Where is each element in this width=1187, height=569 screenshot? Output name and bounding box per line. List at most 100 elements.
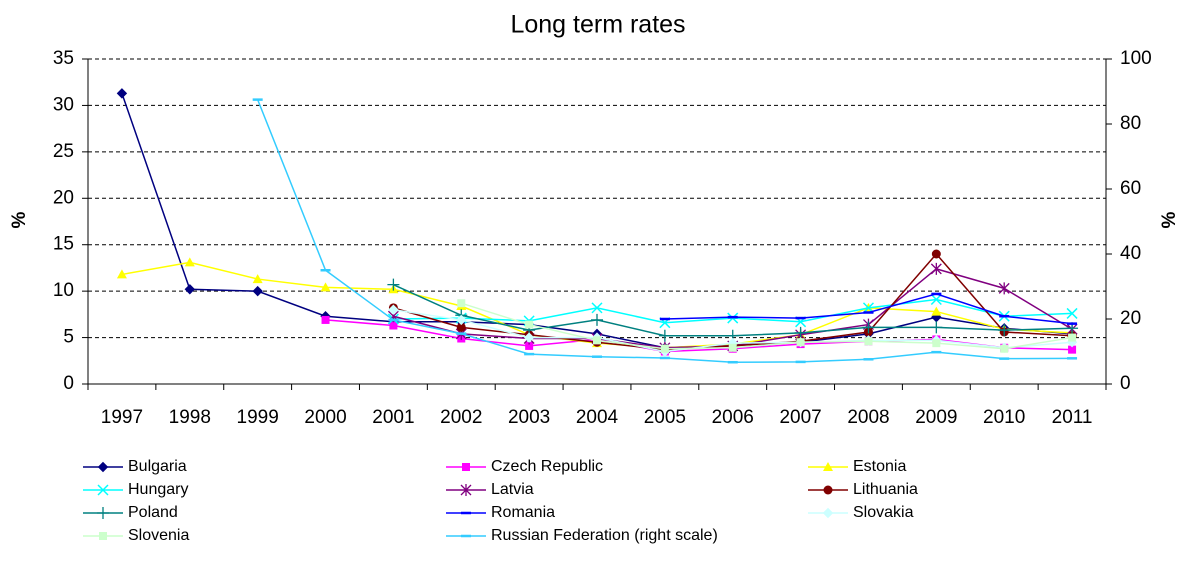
marker	[796, 338, 805, 347]
marker	[388, 304, 399, 315]
x-tick-label: 2004	[576, 407, 619, 428]
marker	[931, 306, 942, 316]
marker	[1068, 333, 1077, 342]
y-tick-label: 30	[53, 94, 74, 115]
series-line	[461, 302, 1073, 350]
marker	[252, 285, 263, 297]
legend-entry: Estonia	[808, 458, 906, 475]
x-tick-label: 2007	[779, 407, 821, 428]
legend-marker	[97, 461, 109, 473]
y2-tick-label: 60	[1120, 178, 1141, 199]
legend-label: Hungary	[128, 481, 188, 498]
y-tick-label: 25	[53, 141, 74, 162]
x-tick-label: 2011	[1052, 407, 1093, 428]
legend-label: Russian Federation (right scale)	[491, 527, 718, 544]
x-tick-label: 1998	[169, 407, 211, 428]
x-tick-label: 2002	[440, 407, 482, 428]
marker	[387, 278, 400, 291]
marker	[456, 322, 466, 332]
y2-tick-label: 40	[1120, 243, 1141, 264]
legend-entry: Hungary	[83, 481, 188, 498]
legend-marker	[97, 484, 109, 496]
marker	[184, 284, 196, 295]
marker	[930, 321, 943, 334]
marker	[932, 339, 941, 348]
marker	[116, 88, 128, 99]
x-tick-label: 2003	[508, 407, 550, 428]
marker	[864, 337, 873, 346]
marker	[591, 313, 603, 326]
marker	[457, 299, 466, 308]
y2-axis-label: %	[1159, 211, 1180, 228]
legend-label: Estonia	[853, 458, 906, 475]
legend-marker	[460, 484, 472, 496]
x-tick-label: 2001	[372, 407, 414, 428]
legend-marker	[823, 485, 833, 495]
legend-label: Latvia	[491, 481, 534, 498]
x-tick-label: 1999	[237, 407, 279, 428]
legend-entry: Romania	[446, 504, 555, 521]
marker	[320, 282, 331, 292]
legend-marker	[97, 507, 109, 519]
marker	[930, 262, 942, 275]
marker	[728, 343, 737, 352]
marker	[389, 321, 398, 330]
legend-entry: Slovakia	[808, 504, 914, 521]
y-tick-label: 20	[53, 187, 74, 208]
x-tick-label: 1997	[101, 407, 143, 428]
series-line	[393, 298, 1073, 324]
legend-entry: Latvia	[446, 481, 534, 498]
legend-entry: Bulgaria	[83, 458, 187, 475]
y-tick-label: 15	[53, 234, 74, 255]
marker	[525, 320, 534, 329]
legend-label: Bulgaria	[128, 458, 187, 475]
marker	[660, 344, 669, 353]
y-tick-label: 5	[63, 327, 74, 348]
marker	[1066, 307, 1078, 319]
y2-tick-label: 80	[1120, 113, 1141, 134]
marker	[593, 336, 601, 345]
marker	[523, 332, 535, 343]
legend-label: Lithuania	[853, 481, 918, 498]
legend-label: Romania	[491, 504, 555, 521]
legend-marker	[822, 507, 834, 519]
y-tick-label: 0	[63, 373, 74, 394]
x-tick-label: 2005	[644, 407, 686, 428]
marker	[525, 341, 534, 350]
y-tick-label: 35	[53, 48, 74, 69]
marker	[930, 293, 942, 306]
legend-marker	[823, 462, 833, 471]
legend-entry: Slovenia	[83, 527, 189, 544]
marker	[184, 257, 195, 267]
legend-label: Slovakia	[853, 504, 914, 521]
legend-marker	[462, 463, 470, 471]
marker	[591, 302, 603, 314]
legend-entry: Russian Federation (right scale)	[446, 527, 718, 544]
legend-entry: Poland	[83, 504, 178, 521]
marker	[321, 315, 330, 324]
y2-tick-label: 20	[1120, 308, 1141, 329]
marker	[794, 326, 807, 339]
y-tick-label: 10	[53, 280, 74, 301]
marker	[116, 269, 127, 279]
x-tick-label: 2009	[915, 407, 957, 428]
y-axis-label: %	[9, 211, 30, 228]
marker	[252, 274, 263, 284]
marker	[931, 249, 941, 259]
series-line	[121, 93, 1073, 349]
chart-title: Long term rates	[510, 11, 685, 39]
legend-label: Poland	[128, 504, 178, 521]
marker	[998, 324, 1011, 337]
legend-label: Czech Republic	[491, 458, 603, 475]
x-tick-label: 2006	[712, 407, 754, 428]
marker	[1068, 345, 1077, 354]
marker	[998, 282, 1010, 295]
marker	[456, 314, 467, 326]
marker	[1000, 344, 1009, 353]
y2-tick-label: 100	[1120, 48, 1152, 69]
series-line	[325, 319, 1073, 353]
x-tick-label: 2008	[847, 407, 889, 428]
marker	[658, 329, 671, 342]
x-tick-label: 2010	[983, 407, 1025, 428]
